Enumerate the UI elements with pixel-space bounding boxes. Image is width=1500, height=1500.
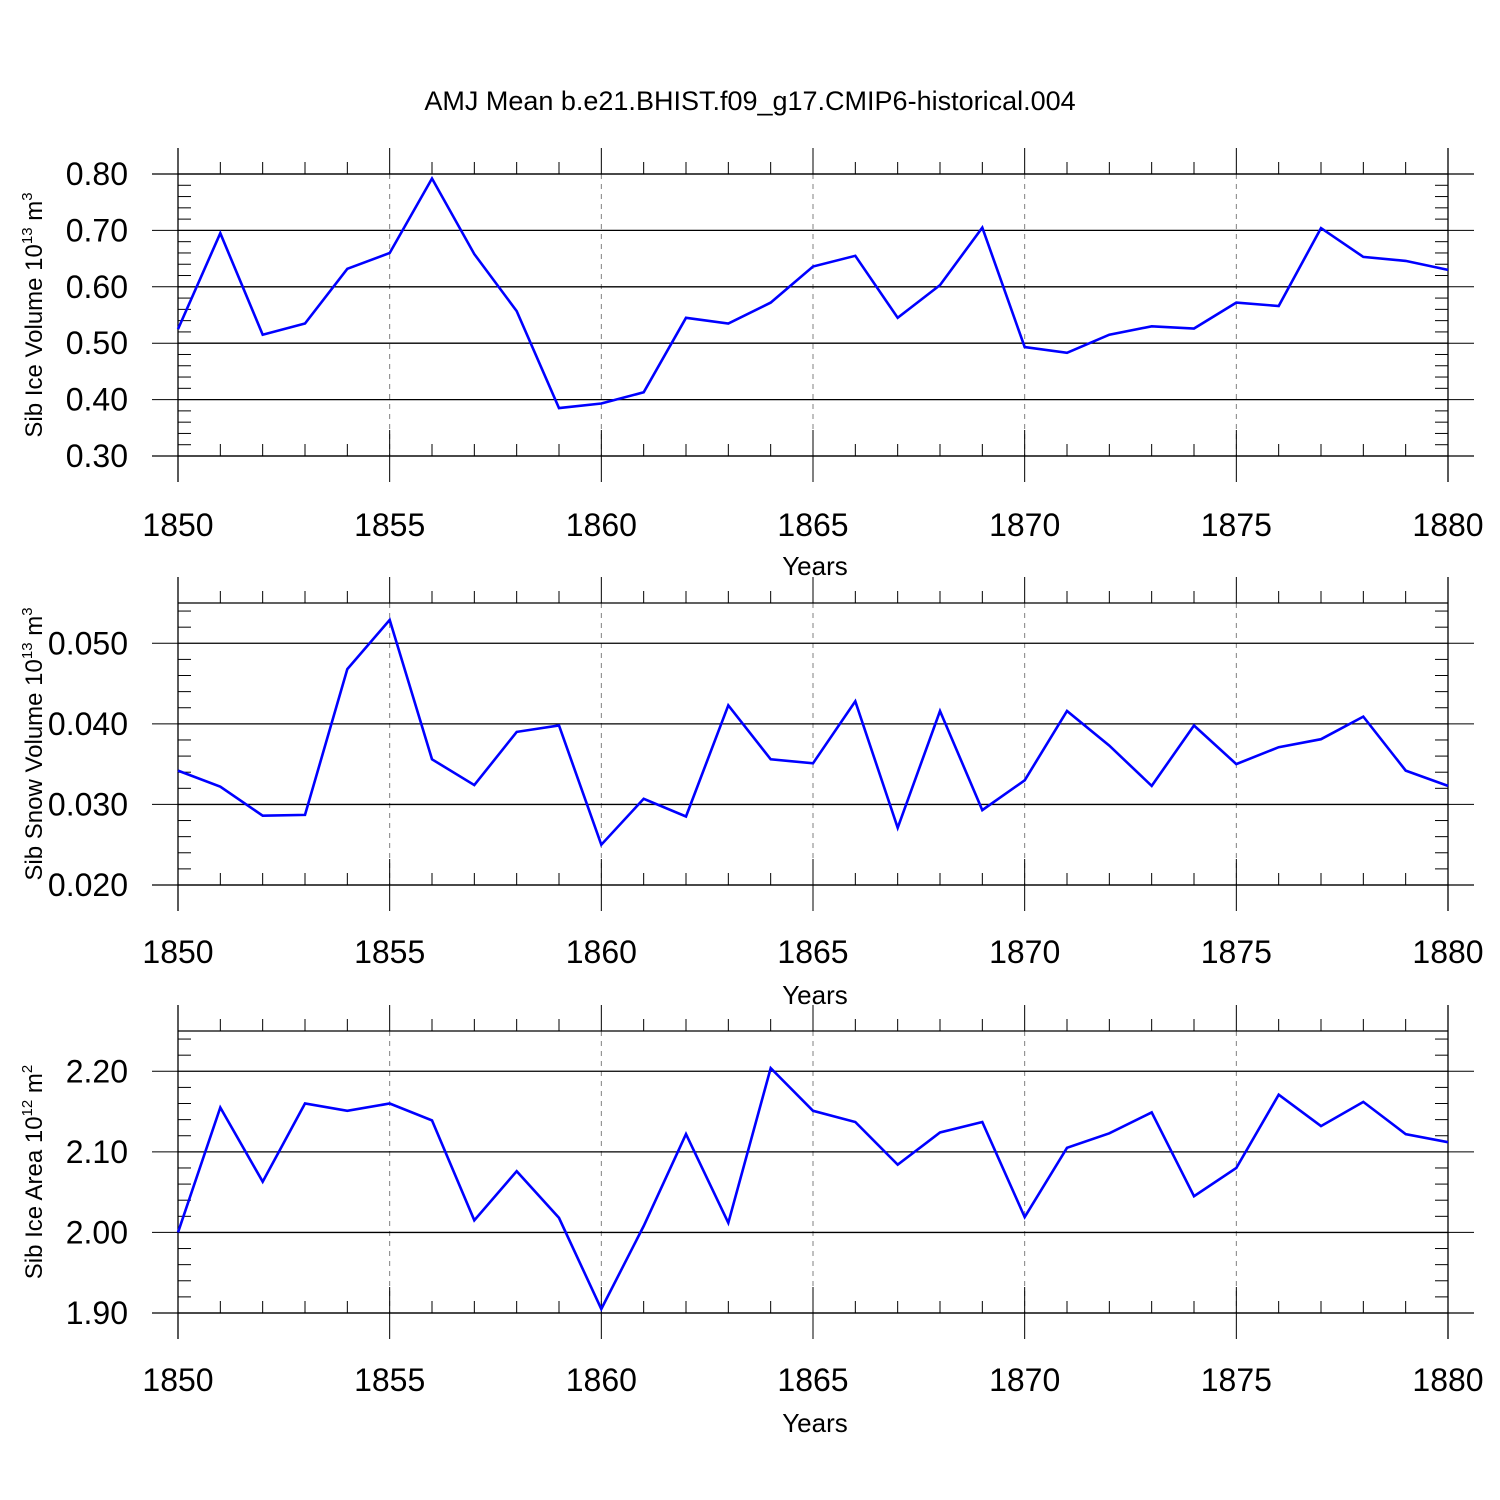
x-tick-label: 1855	[354, 507, 425, 543]
panel-2: 1850 1855 1860 1865 1870 1875 1880 0.020 0.030 0.…	[19, 577, 1484, 1010]
x-tick-label: 1860	[566, 1362, 637, 1398]
y-axis-label: Sib Ice Area 1012 m2	[19, 1065, 48, 1279]
x-tick-label: 1870	[989, 507, 1060, 543]
chart-title: AMJ Mean b.e21.BHIST.f09_g17.CMIP6-histo…	[424, 86, 1075, 116]
y-tick-label: 0.040	[48, 706, 128, 742]
y-tick-label: 0.020	[48, 867, 128, 903]
x-tick-label: 1850	[142, 1362, 213, 1398]
y-tick-label: 0.80	[66, 156, 128, 192]
y-tick-label: 0.50	[66, 325, 128, 361]
y-tick-label: 0.050	[48, 625, 128, 661]
x-axis-label: Years	[782, 980, 848, 1010]
y-axis-label: Sib Snow Volume 1013 m3	[19, 607, 48, 880]
x-tick-label: 1870	[989, 1362, 1060, 1398]
x-axis-label: Years	[782, 1408, 848, 1438]
x-tick-label: 1870	[989, 934, 1060, 970]
y-tick-label: 0.60	[66, 269, 128, 305]
x-tick-label: 1850	[142, 507, 213, 543]
x-tick-label: 1880	[1412, 1362, 1483, 1398]
y-tick-label: 1.90	[66, 1295, 128, 1331]
x-tick-label: 1865	[777, 1362, 848, 1398]
y-axis-label: Sib Ice Volume 1013 m3	[19, 192, 48, 437]
y-tick-label: 2.10	[66, 1134, 128, 1170]
y-tick-label: 2.20	[66, 1053, 128, 1089]
y-tick-label: 2.00	[66, 1214, 128, 1250]
y-tick-label: 0.030	[48, 786, 128, 822]
x-tick-label: 1850	[142, 934, 213, 970]
x-tick-label: 1865	[777, 934, 848, 970]
x-tick-label: 1880	[1412, 934, 1483, 970]
panel-3: 1850 1855 1860 1865 1870 1875 1880 1.90 2.00 2.10…	[19, 1005, 1484, 1438]
x-tick-label: 1875	[1201, 507, 1272, 543]
x-tick-label: 1875	[1201, 934, 1272, 970]
x-tick-label: 1855	[354, 1362, 425, 1398]
x-tick-label: 1880	[1412, 507, 1483, 543]
y-tick-label: 0.70	[66, 212, 128, 248]
y-tick-label: 0.40	[66, 382, 128, 418]
x-tick-label: 1875	[1201, 1362, 1272, 1398]
panel-1: 1850 1855 1860 1865 1870 1875 1880 0.30 0.40 0.50…	[19, 148, 1484, 581]
x-tick-label: 1860	[566, 934, 637, 970]
series-line	[176, 175, 1449, 410]
x-tick-label: 1855	[354, 934, 425, 970]
x-axis-label: Years	[782, 551, 848, 581]
x-tick-label: 1865	[777, 507, 848, 543]
y-tick-label: 0.30	[66, 438, 128, 474]
panels: 1850 1855 1860 1865 1870 1875 1880 0.30 0.40 0.50…	[19, 148, 1484, 1438]
x-tick-label: 1860	[566, 507, 637, 543]
